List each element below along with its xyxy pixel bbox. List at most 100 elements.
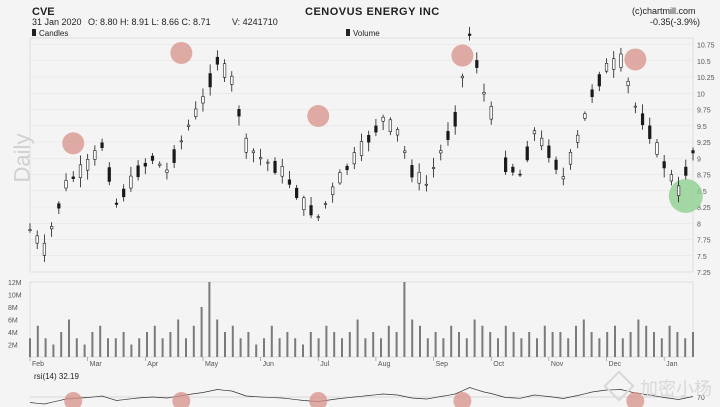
candle-body — [381, 116, 385, 122]
candle-body — [561, 176, 565, 180]
candle-body — [540, 137, 544, 147]
volume-bar — [216, 319, 219, 357]
rsi-peak-highlight — [64, 392, 83, 407]
candles-icon — [32, 29, 36, 36]
candle-body — [222, 63, 227, 78]
volume-bar — [442, 338, 445, 357]
candle-body — [35, 235, 39, 244]
volume-bar — [497, 338, 499, 357]
volume-bar — [107, 338, 109, 357]
candle-body — [489, 106, 493, 120]
candle-body — [691, 150, 695, 154]
candle-body — [453, 111, 457, 127]
volume-bar — [637, 319, 640, 357]
y-tick-label: 9.75 — [697, 108, 711, 115]
peak-highlight — [624, 48, 647, 71]
candle-body — [179, 140, 183, 143]
volume-tick-label: 6M — [8, 318, 18, 325]
volume-bar — [559, 332, 562, 357]
volume-bar — [575, 325, 577, 357]
candle-body — [129, 175, 133, 189]
candle-body — [201, 96, 205, 104]
volume-bar — [114, 338, 117, 357]
candle-body — [78, 164, 83, 178]
volume-bar — [356, 319, 359, 357]
volume-bar — [668, 325, 671, 357]
volume-bar — [676, 332, 679, 357]
candle-body — [431, 167, 436, 169]
candle-body — [388, 119, 392, 133]
volume-bar — [278, 338, 281, 357]
peak-highlight — [451, 44, 474, 67]
candle-body — [482, 92, 486, 95]
candle-body — [352, 152, 356, 165]
volume-bar — [161, 338, 164, 357]
candle-body — [57, 203, 61, 209]
candle-body — [612, 58, 616, 70]
volume-bar — [177, 319, 180, 357]
x-tick-label: Mar — [90, 361, 103, 368]
volume-bar — [99, 325, 102, 357]
volume-bar — [606, 332, 609, 357]
candle-body — [633, 105, 637, 108]
volume-bar — [395, 332, 398, 357]
candle-body — [323, 203, 328, 205]
candle-body — [446, 131, 450, 140]
y-tick-label: 7.25 — [697, 270, 711, 277]
volume-bar — [75, 338, 78, 357]
candle-body — [136, 165, 140, 178]
volume-bar — [333, 332, 336, 357]
volume-bar — [450, 325, 453, 357]
candle-body — [42, 242, 47, 256]
legend-volume: Volume — [346, 29, 380, 38]
candle-body — [316, 216, 320, 218]
candle-body — [374, 125, 378, 133]
rsi-peak-highlight — [172, 392, 191, 407]
volume-bar — [567, 338, 570, 357]
volume-bar — [169, 332, 172, 357]
volume-bar — [68, 319, 70, 357]
volume-bar — [153, 325, 156, 357]
x-tick-label: Jun — [263, 361, 274, 368]
y-tick-label: 8 — [697, 221, 701, 228]
candle-body — [28, 229, 32, 231]
volume-bar — [614, 325, 616, 357]
volume-bar — [598, 338, 601, 357]
volume-bar — [263, 338, 265, 357]
volume-label: V: 4241710 — [232, 17, 278, 27]
volume-bar — [29, 338, 31, 357]
candle-body — [460, 75, 464, 79]
candle-body — [518, 173, 522, 176]
volume-bar — [91, 332, 94, 357]
candle-body — [367, 135, 371, 143]
candle-body — [403, 150, 407, 153]
candle-body — [295, 187, 299, 198]
volume-bar — [489, 332, 492, 357]
candle-body — [640, 113, 645, 126]
candle-body — [251, 150, 256, 153]
candle-body — [259, 157, 263, 160]
x-tick-label: May — [205, 361, 219, 368]
candle-body — [150, 155, 155, 161]
x-tick-label: Sep — [436, 361, 449, 368]
candle-body — [331, 186, 335, 195]
volume-bar — [645, 325, 648, 357]
volume-bar — [36, 325, 39, 357]
volume-bar — [520, 338, 523, 357]
candle-body — [230, 75, 234, 85]
candle-body — [107, 167, 111, 182]
candle-body — [215, 56, 219, 65]
candle-body — [568, 152, 573, 165]
volume-tick-label: 12M — [8, 280, 22, 287]
candle-body — [194, 108, 198, 117]
volume-bar — [146, 332, 148, 357]
x-tick-label: Feb — [32, 361, 44, 368]
candle-body — [417, 172, 421, 184]
volume-bar — [185, 338, 187, 357]
volume-bar — [239, 338, 242, 357]
candle-body — [208, 73, 212, 88]
volume-bar — [270, 325, 273, 357]
rsi-peak-highlight — [309, 392, 328, 407]
volume-bar — [426, 338, 429, 357]
volume-bar — [317, 338, 320, 357]
